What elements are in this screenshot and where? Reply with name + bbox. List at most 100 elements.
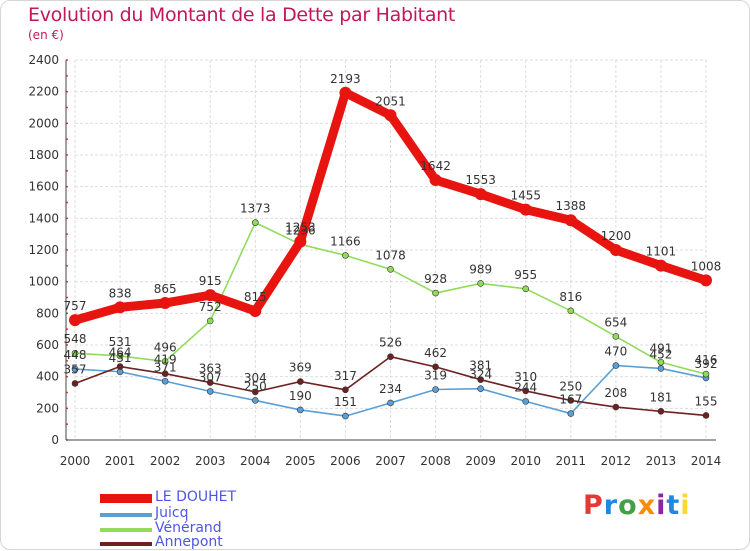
data-point — [339, 86, 352, 99]
x-tick-label: 2010 — [510, 454, 541, 468]
data-point — [702, 412, 710, 419]
data-label: 654 — [604, 315, 627, 329]
data-label: 151 — [334, 395, 357, 409]
data-point — [71, 365, 79, 373]
chart-unit: (en €) — [28, 28, 64, 42]
y-tick-label: 400 — [36, 370, 59, 384]
data-label: 464 — [109, 346, 132, 360]
data-point — [204, 289, 217, 302]
data-point — [116, 363, 124, 370]
data-label: 244 — [514, 380, 537, 394]
data-label: 167 — [559, 393, 582, 407]
data-point — [342, 386, 349, 394]
x-tick-label: 2002 — [150, 454, 181, 468]
data-label: 307 — [199, 370, 222, 384]
data-label: 310 — [514, 370, 537, 384]
data-point — [567, 397, 575, 404]
data-label: 357 — [64, 362, 87, 376]
data-label: 448 — [64, 348, 87, 362]
data-label: 548 — [64, 332, 87, 346]
data-label: 416 — [695, 353, 718, 367]
x-tick-label: 2014 — [691, 454, 722, 468]
x-tick-label: 2001 — [105, 454, 136, 468]
data-point — [477, 376, 484, 383]
data-point — [251, 388, 259, 396]
data-point — [702, 370, 710, 378]
data-label: 816 — [559, 290, 582, 304]
data-point — [612, 403, 620, 411]
logo-letter: P — [583, 490, 604, 521]
data-point — [71, 380, 79, 387]
data-label: 526 — [379, 336, 402, 350]
data-point — [116, 352, 124, 360]
data-label: 1008 — [691, 259, 722, 273]
data-point — [384, 109, 397, 122]
data-point — [657, 358, 665, 366]
y-tick-label: 1200 — [28, 243, 59, 257]
x-tick-label: 2003 — [195, 454, 226, 468]
logo-letter: x — [637, 490, 657, 521]
y-tick-label: 600 — [36, 338, 59, 352]
data-point — [387, 353, 394, 361]
data-label: 955 — [514, 268, 537, 282]
data-point — [387, 399, 394, 407]
data-point — [657, 365, 665, 372]
data-label: 1101 — [646, 245, 677, 259]
data-label: 1200 — [601, 229, 632, 243]
data-label: 496 — [154, 340, 177, 354]
data-point — [474, 188, 487, 201]
logo-letter: t — [666, 490, 681, 521]
x-tick-label: 2011 — [556, 454, 587, 468]
data-point — [657, 408, 665, 415]
y-tick-label: 1600 — [28, 180, 59, 194]
data-point — [159, 297, 172, 310]
x-tick-label: 2006 — [330, 454, 361, 468]
data-label: 381 — [469, 359, 492, 373]
data-point — [297, 406, 304, 414]
y-tick-label: 2400 — [28, 53, 59, 67]
legend-label: Vénérand — [155, 520, 222, 536]
data-label: 369 — [289, 361, 312, 375]
data-point — [251, 397, 259, 404]
y-tick-label: 800 — [36, 306, 59, 320]
data-label: 1553 — [465, 173, 496, 187]
data-point — [342, 252, 349, 259]
chart-title: Evolution du Montant de la Dette par Hab… — [28, 4, 456, 26]
data-label: 1253 — [285, 221, 316, 235]
data-point — [567, 307, 575, 315]
data-label: 419 — [154, 353, 177, 367]
data-point — [294, 235, 307, 248]
data-label: 371 — [154, 360, 177, 374]
legend-label: Juicq — [155, 505, 189, 521]
data-point — [564, 214, 577, 227]
data-label: 181 — [649, 390, 672, 404]
data-point — [432, 386, 439, 393]
logo-letter: i — [680, 490, 691, 521]
data-label: 865 — [154, 282, 177, 296]
data-point — [297, 378, 304, 385]
data-label: 989 — [469, 262, 492, 276]
data-label: 190 — [289, 389, 312, 403]
legend-label: Annepont — [155, 534, 223, 550]
data-label: 250 — [244, 379, 267, 393]
y-tick-label: 1000 — [28, 275, 59, 289]
data-label: 462 — [424, 346, 447, 360]
logo-letter: o — [618, 490, 638, 521]
data-point — [432, 363, 439, 371]
logo-letter: i — [656, 490, 667, 521]
data-point — [206, 379, 214, 386]
x-tick-label: 2012 — [601, 454, 632, 468]
data-label: 838 — [109, 286, 132, 300]
data-label: 155 — [695, 394, 718, 408]
data-label: 317 — [334, 369, 357, 383]
data-label: 1236 — [285, 223, 316, 237]
data-point — [519, 203, 532, 216]
data-point — [251, 219, 259, 226]
data-point — [609, 244, 622, 256]
data-point — [206, 388, 214, 395]
data-label: 531 — [109, 335, 132, 349]
data-point — [161, 370, 169, 377]
data-point — [206, 317, 214, 325]
data-label: 304 — [244, 371, 267, 385]
